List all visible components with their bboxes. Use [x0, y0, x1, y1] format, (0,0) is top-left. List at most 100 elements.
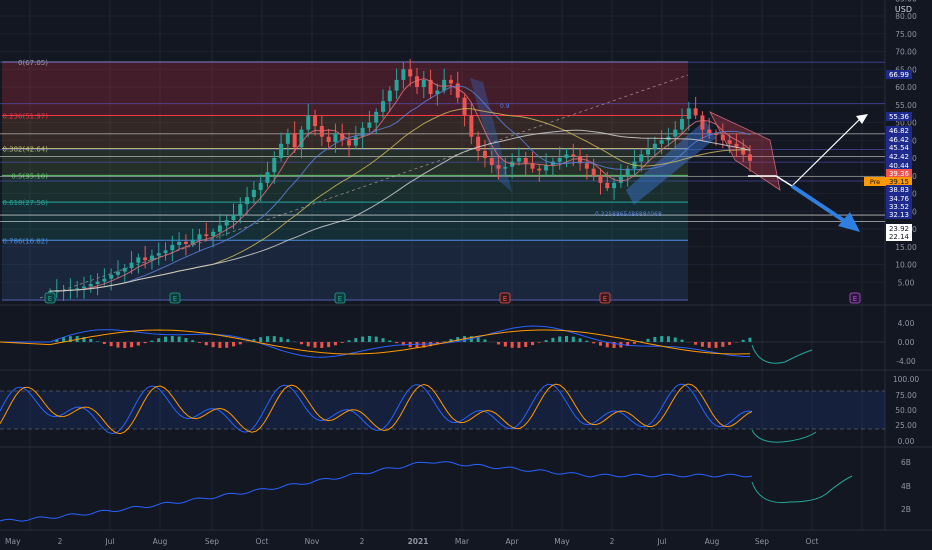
- moving-average-line: [49, 129, 751, 292]
- fib-band: [2, 175, 688, 203]
- macd-histogram-bar: [449, 339, 453, 342]
- fib-band: [2, 115, 688, 149]
- macd-histogram-bar: [517, 342, 521, 348]
- candle-body: [482, 150, 487, 158]
- time-axis-tick: Apr: [506, 537, 520, 546]
- candle-body: [285, 133, 290, 144]
- macd-histogram-bar: [136, 342, 140, 346]
- volume-axis-tick: 4B: [901, 482, 911, 491]
- time-axis[interactable]: May 2 Jul Aug Sep Oct Nov 2 2021 Mar Apr May 2 Jul Aug…: [5, 537, 819, 546]
- macd-histogram-bar: [694, 342, 698, 345]
- candle-body: [211, 231, 216, 237]
- macd-histogram-bar: [605, 342, 609, 348]
- time-axis-tick: Oct: [256, 537, 269, 546]
- candle-body: [727, 140, 732, 144]
- macd-histogram-bar: [558, 336, 562, 342]
- price-tag: [886, 135, 912, 144]
- candle-body: [748, 154, 752, 161]
- fib-level-label: 0.786(16.82): [2, 237, 48, 245]
- candle-body: [217, 225, 222, 232]
- macd-histogram-bar: [585, 340, 589, 342]
- price-tag-label: 66.99: [889, 71, 909, 79]
- macd-histogram-bar: [531, 342, 535, 346]
- price-axis-tick: 75.00: [895, 30, 917, 39]
- channel-annotation: 0.9: [500, 103, 510, 110]
- candle-body: [414, 76, 419, 87]
- macd-histogram-bar: [82, 337, 86, 342]
- candle-body: [680, 118, 685, 130]
- macd-histogram-bar: [62, 337, 66, 342]
- candle-body: [149, 255, 154, 261]
- macd-histogram-bar: [510, 342, 514, 348]
- projection-line: [748, 175, 793, 187]
- candle-body: [707, 129, 712, 134]
- price-candles: [48, 58, 752, 303]
- candle-body: [313, 115, 318, 127]
- macd-histogram-bar: [96, 341, 100, 342]
- price-tag-label: 40.44: [889, 162, 910, 170]
- fib-band: [2, 61, 688, 116]
- candle-body: [177, 241, 182, 245]
- price-tag-label: 46.42: [889, 136, 909, 144]
- macd-histogram-bar: [551, 337, 555, 342]
- price-tag: [886, 169, 912, 178]
- moving-average-line: [49, 85, 751, 292]
- macd-histogram-bar: [578, 338, 582, 342]
- earnings-marker: [169, 292, 181, 304]
- macd-histogram-bar: [231, 342, 235, 347]
- macd-histogram-bar: [320, 342, 324, 348]
- macd-histogram-bar: [143, 342, 147, 344]
- price-tag: [886, 210, 912, 219]
- candle-body: [381, 101, 386, 112]
- macd-histogram-bar: [109, 342, 113, 347]
- macd-histogram-bar: [381, 338, 385, 342]
- macd-histogram-bar: [361, 336, 365, 342]
- macd-histogram-bar: [333, 342, 337, 346]
- arrow-up-projection: [791, 116, 863, 187]
- time-axis-tick: 2: [610, 537, 615, 546]
- macd-histogram-bar: [238, 342, 242, 345]
- candle-body: [367, 122, 372, 128]
- macd-histogram-bar: [374, 336, 378, 342]
- macd-histogram-bar: [422, 342, 426, 348]
- stochastic-panel: [0, 383, 885, 443]
- fib-level-label: 0.236(51.97): [2, 113, 48, 121]
- time-axis-tick: Sep: [755, 537, 769, 546]
- candle-body: [265, 172, 270, 183]
- macd-histogram-bar: [544, 340, 548, 342]
- candle-body: [537, 168, 542, 171]
- time-axis-tick: 2: [360, 537, 365, 546]
- candle-body: [387, 90, 392, 102]
- candle-body: [238, 204, 243, 215]
- candle-body: [523, 158, 528, 164]
- earnings-marker-label: E: [173, 295, 177, 303]
- price-tag: [886, 232, 912, 241]
- macd-histogram-bar: [191, 340, 195, 342]
- macd-histogram-bar: [89, 338, 93, 342]
- candle-body: [122, 268, 127, 272]
- candle-body: [353, 136, 358, 146]
- price-tag: [886, 161, 912, 170]
- price-tag-label: 39.36: [889, 170, 910, 178]
- macd-histogram-bar: [442, 341, 446, 342]
- macd-histogram-bar: [476, 337, 480, 342]
- price-axis-tick: 65.00: [895, 65, 917, 74]
- candle-body: [659, 140, 664, 144]
- candle-body: [591, 168, 596, 176]
- stoch-axis-tick: 50.00: [895, 406, 917, 415]
- earnings-marker: [499, 292, 511, 304]
- macd-histogram-bar: [598, 342, 602, 346]
- candle-body: [496, 165, 501, 169]
- macd-histogram-bar: [700, 342, 704, 347]
- time-axis-tick: Aug: [153, 537, 168, 546]
- candle-body: [326, 136, 331, 143]
- macd-histogram-bar: [299, 342, 303, 345]
- stoch-axis-tick: 0.00: [898, 437, 915, 446]
- candle-body: [557, 158, 562, 162]
- stoch-axis-tick: 100.00: [893, 375, 919, 384]
- macd-histogram-bar: [632, 342, 636, 344]
- earnings-marker: [849, 292, 861, 304]
- candle-body: [333, 133, 338, 143]
- time-axis-tick: Aug: [705, 537, 720, 546]
- macd-histogram-bar: [347, 340, 351, 342]
